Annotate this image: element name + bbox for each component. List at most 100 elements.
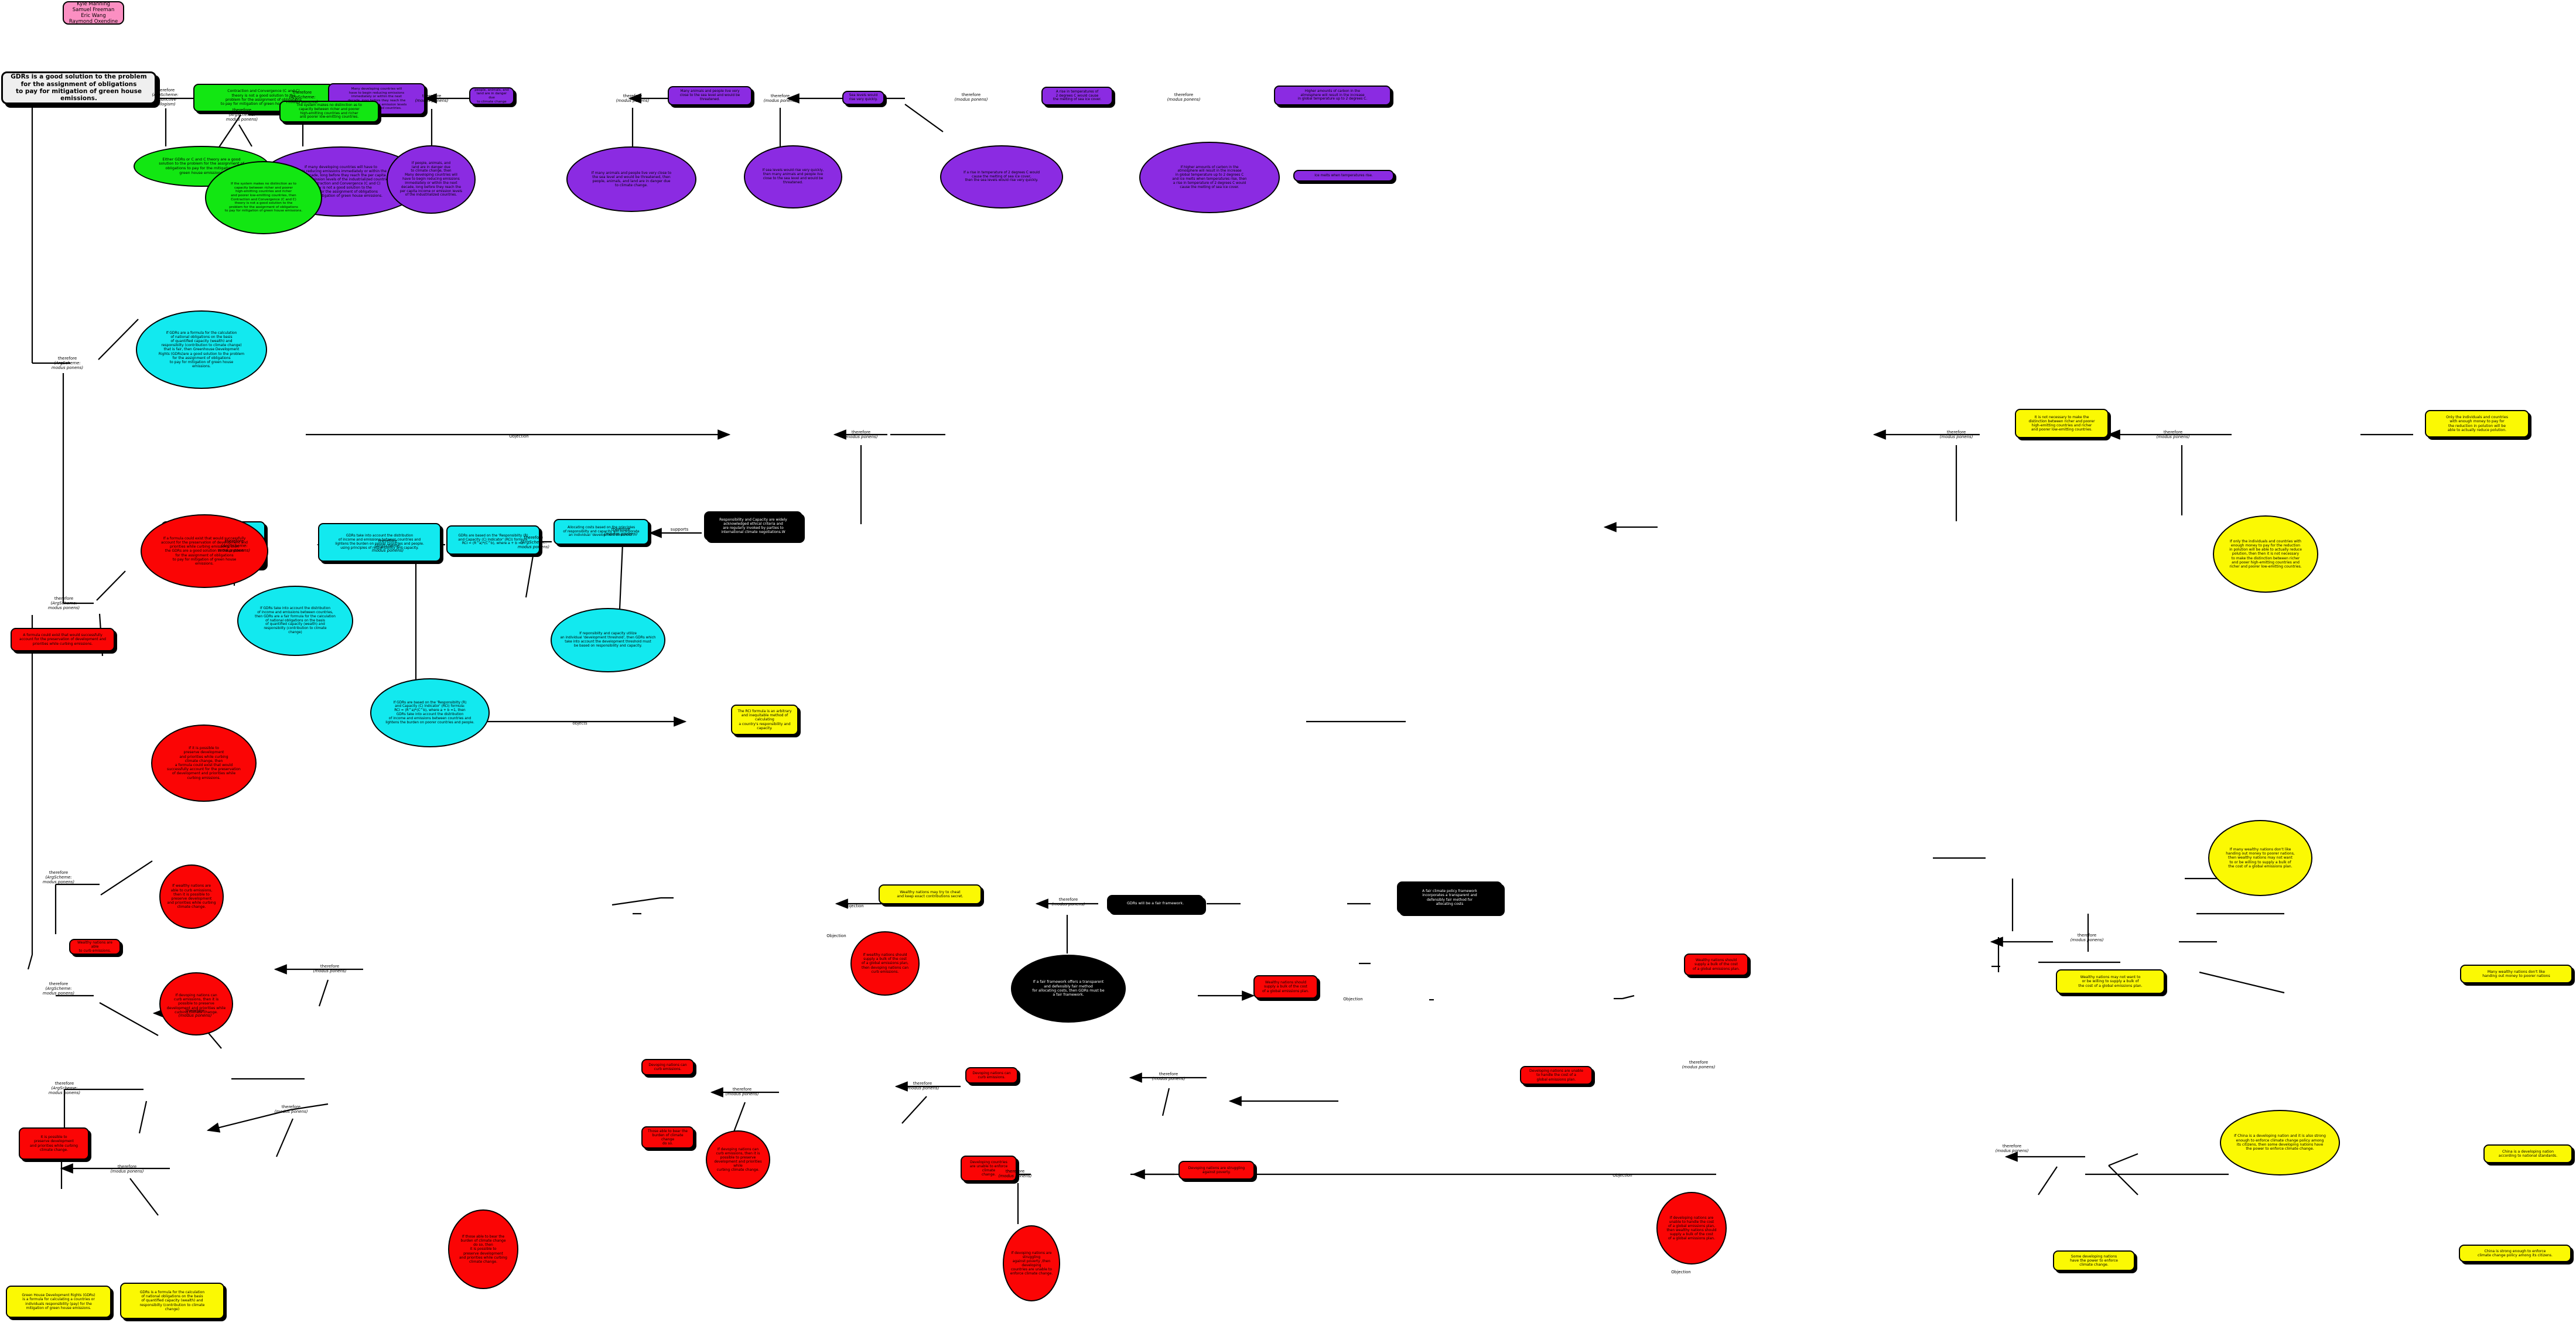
connector-c2: therefore (ArgScheme: modus ponens): [286, 90, 319, 105]
node-purple-icemelts[interactable]: Ice melts when temperatures rise.: [1293, 170, 1394, 182]
main-claim-node[interactable]: GDRs is a good solution to the problem f…: [1, 71, 156, 104]
node-red-bear-box[interactable]: Those able to bear the burden of climate…: [641, 1126, 694, 1149]
node-black-respcap[interactable]: Responsibility and Capacity are widely a…: [704, 511, 802, 541]
node-red-possible-ell[interactable]: If it is possible to preserve developmen…: [151, 724, 257, 802]
node-black-fairframe-ell[interactable]: If a fair framework offers a transparent…: [1011, 955, 1126, 1023]
authors-box: Kyle Manning Samuel Freeman Eric Wang Ra…: [63, 1, 124, 25]
connector-c19: therefore (ArgScheme: modus ponens): [48, 1081, 81, 1096]
edge-label-supports: supports: [670, 527, 689, 532]
node-red-enforce-ell[interactable]: If devoping nations are struggling again…: [1003, 1225, 1060, 1301]
connector-c13: therefore (ArgScheme: modus ponens): [517, 535, 550, 550]
connector-c5: therefore (modus ponens): [763, 94, 797, 104]
connector-c22: therefore (modus ponens): [313, 964, 347, 974]
node-cyan-gdr-fair-ell[interactable]: If GDRs are a formula for the calculatio…: [136, 310, 267, 389]
edge-label-objects: objects: [572, 721, 587, 726]
node-purple-rise2c-ell[interactable]: If a rise in temperature of 2 degrees C …: [940, 145, 1063, 209]
node-red-poverty-box[interactable]: Devoping nations are struggling against …: [1178, 1161, 1255, 1180]
connector-c1: therefore (ArgScheme: disjunctive syllog…: [152, 88, 179, 107]
node-yellow-notwant[interactable]: Wealthy nations may not want to or be wi…: [2056, 969, 2165, 994]
node-purple-sealevel-box[interactable]: Sea levels would rise very quickly.: [842, 91, 884, 105]
edge-label-objection-1: Objection: [509, 434, 529, 439]
node-yellow-onlyind[interactable]: Only the individuals and countries with …: [2425, 410, 2529, 438]
node-cyan-alloc[interactable]: Allocating costs based on the principles…: [554, 519, 649, 545]
node-red-unable-ell[interactable]: If developing nations are unable to hand…: [1656, 1192, 1727, 1265]
node-green-sysbox[interactable]: The system makes no distinction as to ca…: [279, 101, 379, 122]
connector-c11: therefore (ArgScheme: modus ponens): [218, 539, 251, 553]
node-black-fairframe-box[interactable]: A fair climate policy framework incorpor…: [1397, 881, 1502, 914]
connector-c16: therefore (ArgScheme: modus ponens): [42, 870, 75, 885]
node-yellow-some-dev[interactable]: Some developing nations have the power t…: [2053, 1250, 2135, 1271]
connector-extra-4: therefore (modus ponens): [998, 1169, 1032, 1179]
node-yellow-onlyind-ell[interactable]: If only the individuals and countries wi…: [2213, 515, 2318, 593]
node-cyan-rci-ell[interactable]: If GDRs are based on the 'Responsibilty …: [370, 678, 490, 747]
connector-c6: therefore (modus ponens): [954, 93, 988, 102]
node-green-sysell[interactable]: If the system makes no distinction as to…: [205, 161, 322, 234]
node-yellow-china-dev[interactable]: China is a developing nation according t…: [2483, 1144, 2572, 1163]
connector-c3: therefore (modus ponens): [415, 94, 449, 104]
node-yellow-notnec[interactable]: It is not necessary to make the distinct…: [2015, 409, 2109, 438]
connector-c28: therefore (modus ponens): [2070, 933, 2104, 943]
node-red-wealthy-ell[interactable]: If wealthy nations are able to curb emis…: [159, 864, 224, 929]
node-yellow-gdr-def2[interactable]: GDRs is a formula for the calculation of…: [120, 1283, 224, 1319]
connector-c7: therefore (modus ponens): [1167, 93, 1201, 102]
node-cyan-alloc-ell[interactable]: If reponsibilty and capacity utilize an …: [551, 608, 665, 672]
node-yellow-handing-ell[interactable]: If many wealthy nations don't like handi…: [2208, 820, 2312, 896]
connector-c26: therefore (modus ponens): [906, 1081, 939, 1091]
node-black-gdrfair[interactable]: GDRs will be a fair framework.: [1107, 895, 1204, 913]
node-yellow-china-strong[interactable]: China is strong enough to enforce climat…: [2459, 1245, 2571, 1262]
node-purple-sealevel-ell[interactable]: If sea levels would rise very quickly, t…: [744, 145, 842, 209]
edge-label-objection-4: Objection: [1343, 997, 1363, 1002]
node-red-formula-ell[interactable]: If a formula could exist that would succ…: [141, 514, 268, 588]
node-red-devop-ell[interactable]: If devoping nations can curb emissions, …: [159, 972, 233, 1035]
connector-c17: therefore (ArgScheme: modus ponens): [42, 982, 75, 996]
edge-label-objection-5: Objection: [1612, 1173, 1632, 1178]
edge-label-objection-6: Objection: [1671, 1270, 1691, 1275]
connector-c24: therefore (modus ponens): [1682, 1060, 1716, 1070]
connector-c25: therefore (modus ponens): [1152, 1072, 1185, 1082]
connector-c12: therefore (ArgScheme: modus ponens): [371, 539, 404, 553]
node-purple-sea[interactable]: Many animals and people live very close …: [668, 86, 752, 105]
node-cyan-gdr-formula-ell[interactable]: If GDRs take into account the distributi…: [237, 586, 353, 656]
node-red-unable-box[interactable]: Developing nations are unable to handle …: [1520, 1066, 1593, 1085]
connector-extra-2: therefore (modus ponens): [1939, 430, 1973, 440]
connector-c8: therefore (ArgScheme: modus ponens): [226, 108, 258, 122]
node-yellow-china-ell[interactable]: If China is a developing nation and it i…: [2220, 1110, 2340, 1175]
connector-c20: therefore (modus ponens): [110, 1164, 144, 1174]
node-red-bulk-box2[interactable]: Wealthy nations should supply a bulk of …: [1253, 975, 1318, 999]
connector-c10: therefore (ArgScheme: modus ponens): [47, 596, 80, 611]
node-purple-people-ell[interactable]: If people, animals, and land are in dang…: [387, 145, 476, 214]
node-purple-people[interactable]: people, animals, and land are in danger …: [469, 87, 514, 105]
node-purple-carbon-ell[interactable]: If higher amounts of carbon in the atmos…: [1139, 142, 1280, 213]
node-red-wealthy-box[interactable]: Wealthy nations are able to curb emissio…: [69, 939, 121, 955]
node-red-devop-box[interactable]: Devoping nations can curb emissions.: [641, 1059, 694, 1075]
connector-c23: therefore (modus ponens): [1051, 897, 1085, 907]
node-red-possible-box[interactable]: It is possible to preserve development a…: [19, 1127, 89, 1160]
node-yellow-cheat[interactable]: Wealthy nations may try to cheat and kee…: [879, 884, 982, 904]
node-yellow-gdr-def[interactable]: Green House Development Rights (GDRs) is…: [6, 1286, 111, 1318]
node-yellow-rci-objection[interactable]: The RCI formula is an arbitrary and ineq…: [731, 705, 798, 735]
connector-extra-3: therefore (modus ponens): [1995, 1144, 2029, 1154]
node-red-devop-box2[interactable]: Devoping nations can curb emissions.: [965, 1067, 1018, 1084]
node-red-bear-ell[interactable]: If those able to bear the burden of clim…: [448, 1209, 518, 1289]
node-red-enforce-box[interactable]: Developing countries are unable to enfor…: [961, 1156, 1017, 1181]
connector-c14: therefore (modus ponens): [604, 527, 638, 537]
node-purple-sea-ell[interactable]: If many animals and people live very clo…: [566, 146, 696, 212]
node-cyan-gdr-take[interactable]: GDRs take into account the distribution …: [318, 523, 441, 562]
node-red-bulk-ell[interactable]: If wealthy nations should supply a bulk …: [850, 931, 920, 996]
node-purple-rise2c[interactable]: A rise in temperatures of 2 degrees C wo…: [1041, 87, 1113, 105]
node-yellow-handing-box[interactable]: Many wealthy nations don't like handing …: [2460, 965, 2572, 983]
connector-c27: therefore (modus ponens): [725, 1087, 759, 1097]
connector-c18: therefore (modus ponens): [178, 1009, 212, 1019]
node-red-devop-ell2[interactable]: If devoping nations can curb emissions, …: [706, 1130, 770, 1189]
node-purple-carbon[interactable]: Higher amounts of carbon in the atmosphe…: [1274, 86, 1391, 105]
connector-c21: therefore (modus ponens): [274, 1105, 308, 1115]
connector-extra-1: therefore (modus ponens): [2156, 430, 2190, 440]
connector-c15: therefore (modus ponens): [844, 430, 878, 440]
connector-c9: therefore (ArgScheme: modus ponens): [51, 356, 84, 371]
edge-label-objection-3: Objection: [826, 934, 846, 939]
node-red-bulk-box[interactable]: Wealthy nations should supply a bulk of …: [1684, 954, 1748, 976]
node-cyan-rci[interactable]: GDRs are based on the 'Responsibilty (R)…: [446, 525, 540, 555]
connector-c4: therefore (modus ponens): [616, 94, 650, 104]
node-red-formula-box[interactable]: A formula could exist that would success…: [11, 628, 115, 651]
